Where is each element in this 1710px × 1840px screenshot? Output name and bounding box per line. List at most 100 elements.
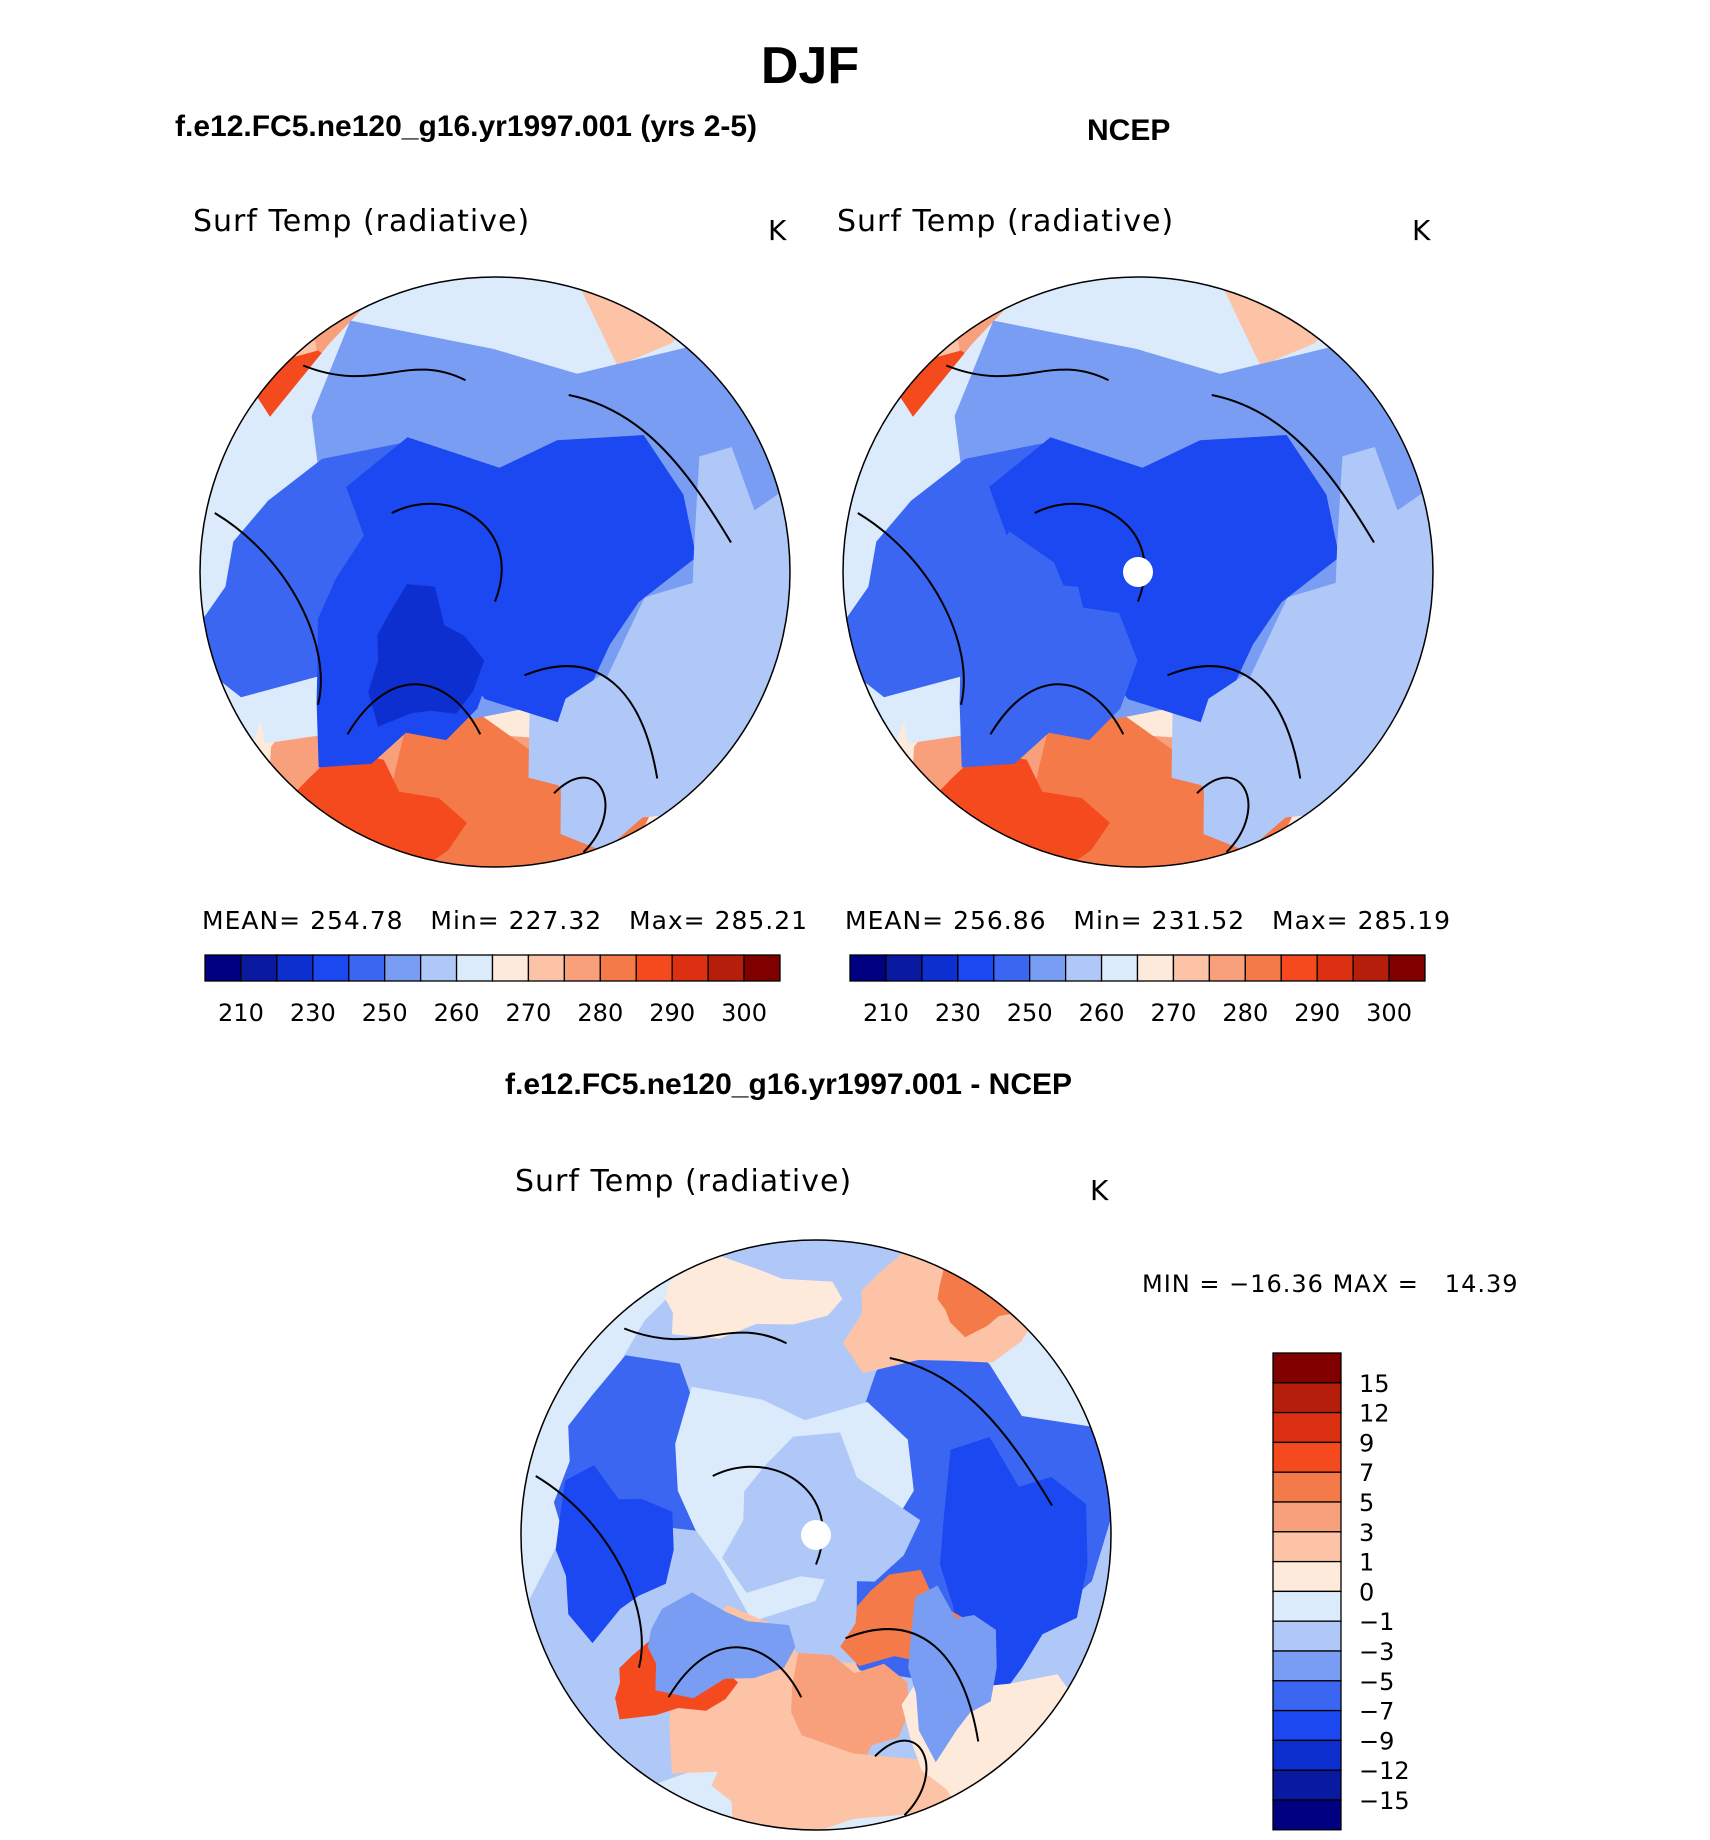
right-colorbar-swatch-0	[849, 954, 887, 982]
right-colorbar-swatch-8	[1136, 954, 1175, 982]
left-colorbar-swatch-9	[527, 954, 566, 982]
diff-colorbar-swatch-2	[1272, 1411, 1342, 1444]
left-colorbar-tick-label: 210	[218, 999, 264, 1027]
diff-units-label: K	[1090, 1174, 1110, 1207]
diff-colorbar-swatch-14	[1272, 1769, 1342, 1801]
left-map-coastline-6	[391, 502, 503, 602]
right-mean-value: 256.86	[953, 906, 1047, 935]
left-mean-value: 254.78	[310, 906, 404, 935]
right-colorbar-swatch-1	[885, 954, 923, 982]
left-colorbar-swatch-7	[455, 954, 494, 982]
diff-colorbar-tick-label: −9	[1359, 1727, 1394, 1755]
diff-map-contour-10	[711, 1732, 977, 1830]
diff-colorbar-swatch-4	[1272, 1471, 1342, 1503]
left-colorbar-tick-label: 270	[506, 999, 552, 1027]
diff-map-pole-mask	[801, 1520, 831, 1550]
diff-colorbar-tick-label: 5	[1359, 1489, 1374, 1517]
left-colorbar-swatch-6	[419, 954, 458, 982]
diff-colorbar-tick-label: −15	[1359, 1787, 1410, 1815]
right-map-coastline-0	[857, 512, 965, 705]
left-colorbar-tick-label: 290	[649, 999, 695, 1027]
right-map-contour-13	[1011, 584, 1128, 727]
right-colorbar-tick-label: 300	[1366, 999, 1412, 1027]
left-map-coastline-0	[214, 512, 322, 705]
right-stats: MEAN= 256.86 Min= 231.52 Max= 285.19	[845, 906, 1451, 935]
left-colorbar-swatch-4	[348, 954, 386, 982]
diff-colorbar-tick-label: 1	[1359, 1549, 1374, 1577]
left-variable-label: Surf Temp (radiative)	[193, 204, 531, 239]
diff-max-value: 14.39	[1444, 1270, 1519, 1298]
diff-colorbar-swatch-6	[1272, 1531, 1342, 1563]
diff-colorbar-swatch-11	[1272, 1680, 1342, 1712]
diff-colorbar-tick-label: 7	[1359, 1459, 1374, 1487]
left-colorbar-swatch-13	[671, 954, 709, 982]
right-min-value: 231.52	[1151, 906, 1246, 935]
left-colorbar-swatch-2	[276, 954, 314, 982]
left-map-coastline-5	[568, 394, 732, 544]
right-colorbar-swatch-13	[1316, 954, 1354, 982]
left-map-coastline-3	[553, 776, 607, 853]
diff-map-coastline-2	[845, 1628, 980, 1742]
left-mean-label: MEAN=	[202, 906, 302, 935]
diff-map-coastline-4	[623, 1327, 787, 1345]
left-map-contour-15	[691, 447, 790, 827]
left-colorbar-tick-label: 230	[290, 999, 336, 1027]
left-colorbar-swatch-0	[204, 954, 242, 982]
diff-min-value: −16.36	[1229, 1270, 1324, 1298]
diff-colorbar-tick-label: 0	[1359, 1578, 1374, 1606]
diff-colorbar-tick-label: −1	[1359, 1608, 1394, 1636]
diff-min-label: MIN =	[1142, 1270, 1221, 1298]
diff-map-contour-6	[722, 1432, 921, 1593]
right-colorbar-tick-label: 260	[1079, 999, 1125, 1027]
diff-colorbar-swatch-0	[1272, 1352, 1342, 1384]
diff-colorbar-tick-label: −12	[1359, 1757, 1410, 1785]
left-map-contour-13	[368, 584, 485, 727]
diff-colorbar-swatch-5	[1272, 1501, 1342, 1533]
diff-colorbar-swatch-1	[1272, 1382, 1342, 1414]
left-colorbar-tick-label: 300	[721, 999, 767, 1027]
right-colorbar-swatch-14	[1352, 954, 1390, 982]
left-map-map-border	[199, 276, 791, 868]
diff-colorbar-tick-label: −7	[1359, 1698, 1394, 1726]
left-map-field	[200, 277, 790, 867]
left-colorbar-swatch-3	[312, 954, 350, 982]
left-colorbar-swatch-12	[635, 954, 673, 982]
diff-map-field	[521, 1240, 1111, 1830]
diff-stats: MIN = −16.36 MAX = 14.39	[1142, 1270, 1519, 1298]
left-colorbar-tick-label: 260	[434, 999, 480, 1027]
right-colorbar-swatch-7	[1100, 954, 1139, 982]
diff-colorbar-swatch-9	[1272, 1620, 1342, 1652]
right-max-value: 285.19	[1357, 906, 1452, 935]
diff-colorbar-swatch-10	[1272, 1650, 1342, 1682]
left-colorbar-swatch-10	[563, 954, 601, 982]
right-map-coastline-5	[1211, 394, 1375, 544]
left-min-label: Min=	[430, 906, 500, 935]
right-colorbar-tick-label: 290	[1294, 999, 1340, 1027]
left-colorbar-swatch-11	[599, 954, 637, 982]
diff-map-contour-14	[665, 1254, 843, 1339]
right-map-field	[843, 277, 1433, 867]
diff-map-coastline-5	[889, 1357, 1053, 1507]
left-stats: MEAN= 254.78 Min= 227.32 Max= 285.21	[202, 906, 808, 935]
right-map-coastline-1	[989, 683, 1125, 735]
right-colorbar-tick-label: 280	[1222, 999, 1268, 1027]
diff-map-coastline-0	[535, 1475, 643, 1668]
right-units-label: K	[1412, 214, 1432, 247]
right-colorbar-swatch-9	[1172, 954, 1211, 982]
season-title: DJF	[760, 37, 860, 95]
left-map-coastline-2	[524, 665, 659, 779]
diff-map-coastline-1	[667, 1646, 803, 1698]
right-colorbar-swatch-15	[1388, 954, 1426, 982]
right-colorbar-tick-label: 210	[863, 999, 909, 1027]
left-colorbar-swatch-15	[743, 954, 781, 982]
right-colorbar-swatch-12	[1280, 954, 1318, 982]
diff-map-coastline-3	[874, 1739, 928, 1816]
right-colorbar-swatch-2	[921, 954, 959, 982]
left-map-coastline-1	[346, 683, 482, 735]
right-colorbar-tick-label: 270	[1151, 999, 1197, 1027]
right-map-contour-15	[1334, 447, 1433, 827]
right-colorbar-tick-label: 250	[1007, 999, 1053, 1027]
diff-colorbar-tick-label: 3	[1359, 1519, 1374, 1547]
right-map-map-border	[842, 276, 1434, 868]
